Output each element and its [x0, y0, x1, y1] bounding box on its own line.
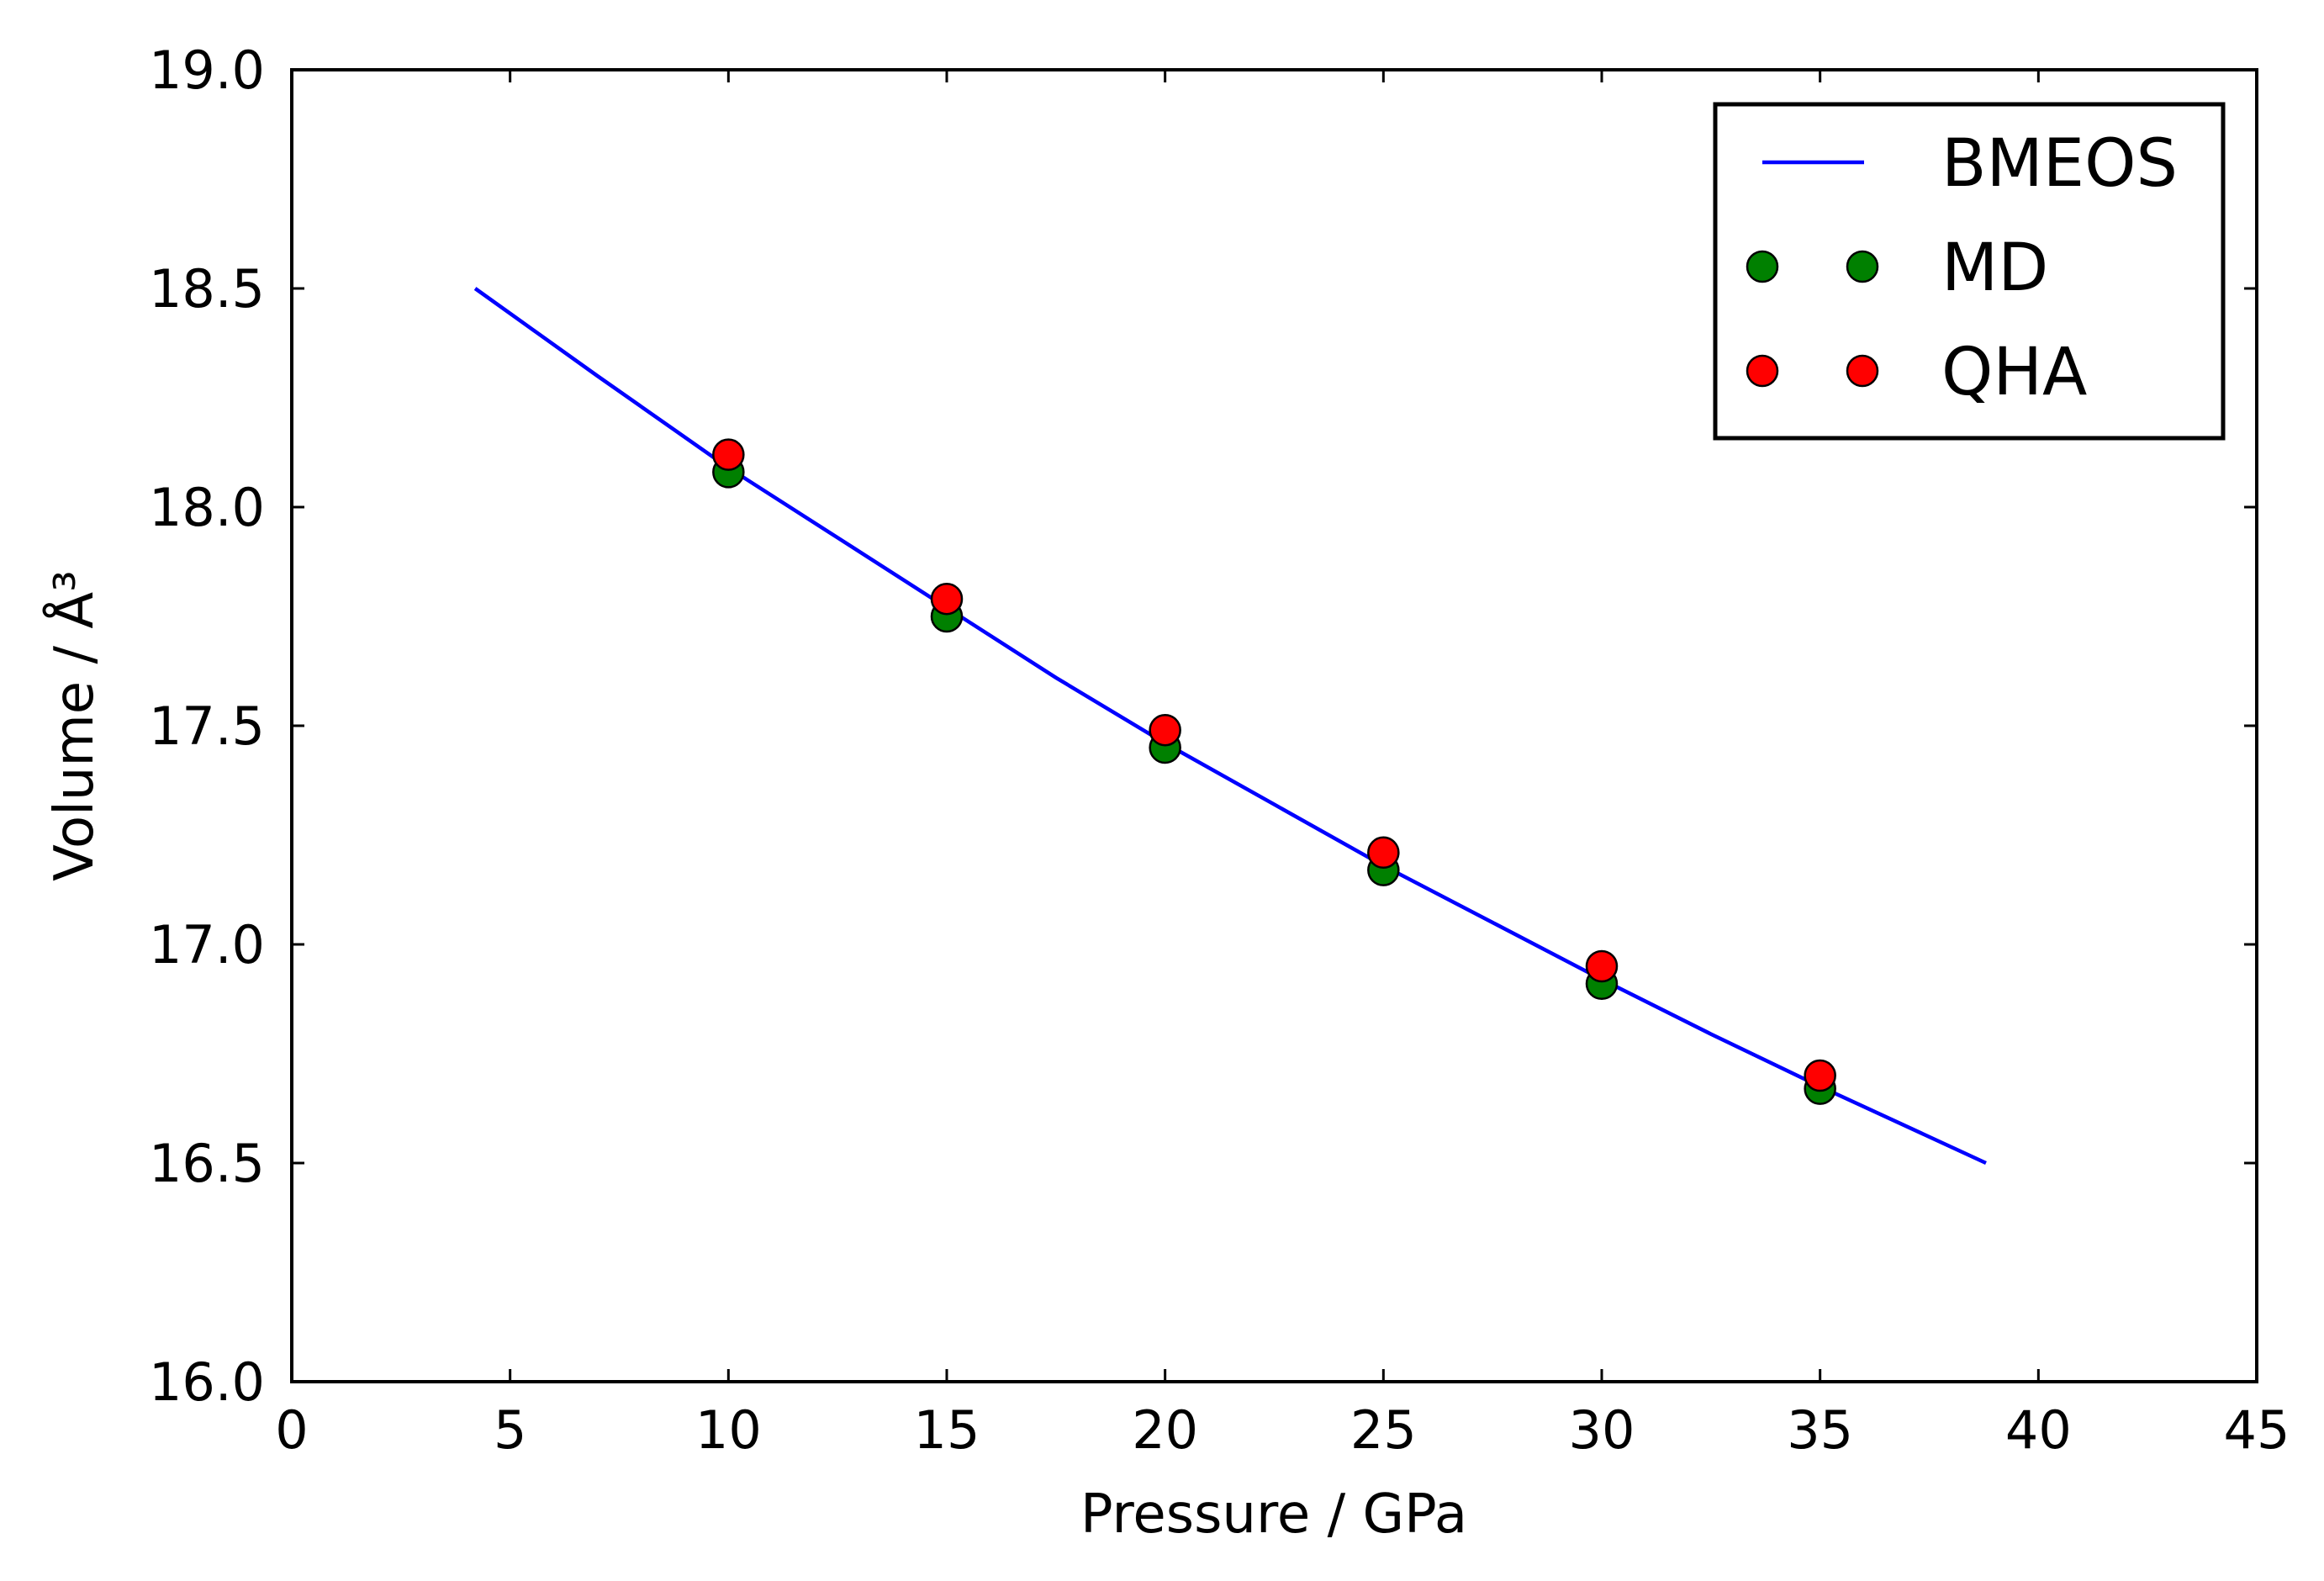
legend-marker-md: [1846, 250, 1879, 283]
data-point-qha: [712, 438, 745, 471]
series-line-bmeos: [473, 287, 1987, 1166]
data-point-qha: [930, 582, 964, 616]
data-point-qha: [1585, 949, 1619, 983]
y-tick-label: 17.5: [149, 695, 265, 757]
x-tick-label: 20: [1132, 1399, 1198, 1461]
y-tick-label: 18.5: [149, 258, 265, 320]
legend-marker-md: [1746, 250, 1779, 283]
x-tick-label: 15: [914, 1399, 980, 1461]
legend-label-qha: QHA: [1941, 335, 2087, 410]
x-tick-label: 10: [695, 1399, 762, 1461]
legend-label-bmeos: BMEOS: [1941, 126, 2178, 202]
x-tick-label: 30: [1569, 1399, 1635, 1461]
x-tick-label: 5: [494, 1399, 526, 1461]
x-tick-label: 35: [1787, 1399, 1853, 1461]
x-tick-label: 25: [1350, 1399, 1417, 1461]
data-point-qha: [1804, 1059, 1836, 1092]
legend-marker-qha: [1746, 354, 1779, 388]
legend-label-md: MD: [1941, 230, 2048, 306]
data-point-qha: [1367, 836, 1400, 870]
x-tick-label: 45: [2224, 1399, 2290, 1461]
y-tick-label: 19.0: [149, 40, 265, 101]
y-tick-label: 18.0: [149, 477, 265, 538]
legend-box: [1713, 102, 2226, 441]
legend: BMEOS MD QHA: [1713, 102, 2226, 441]
y-tick-label: 17.0: [149, 914, 265, 976]
data-point-qha: [1149, 713, 1181, 747]
legend-marker-qha: [1846, 354, 1879, 388]
x-tick-label: 0: [275, 1399, 308, 1461]
x-axis-label: Pressure / GPa: [1080, 1483, 1467, 1546]
x-tick-label: 40: [2005, 1399, 2072, 1461]
y-tick-label: 16.5: [149, 1133, 265, 1194]
y-axis-label: Volume / Å³: [42, 570, 106, 881]
y-tick-label: 16.0: [149, 1351, 265, 1413]
